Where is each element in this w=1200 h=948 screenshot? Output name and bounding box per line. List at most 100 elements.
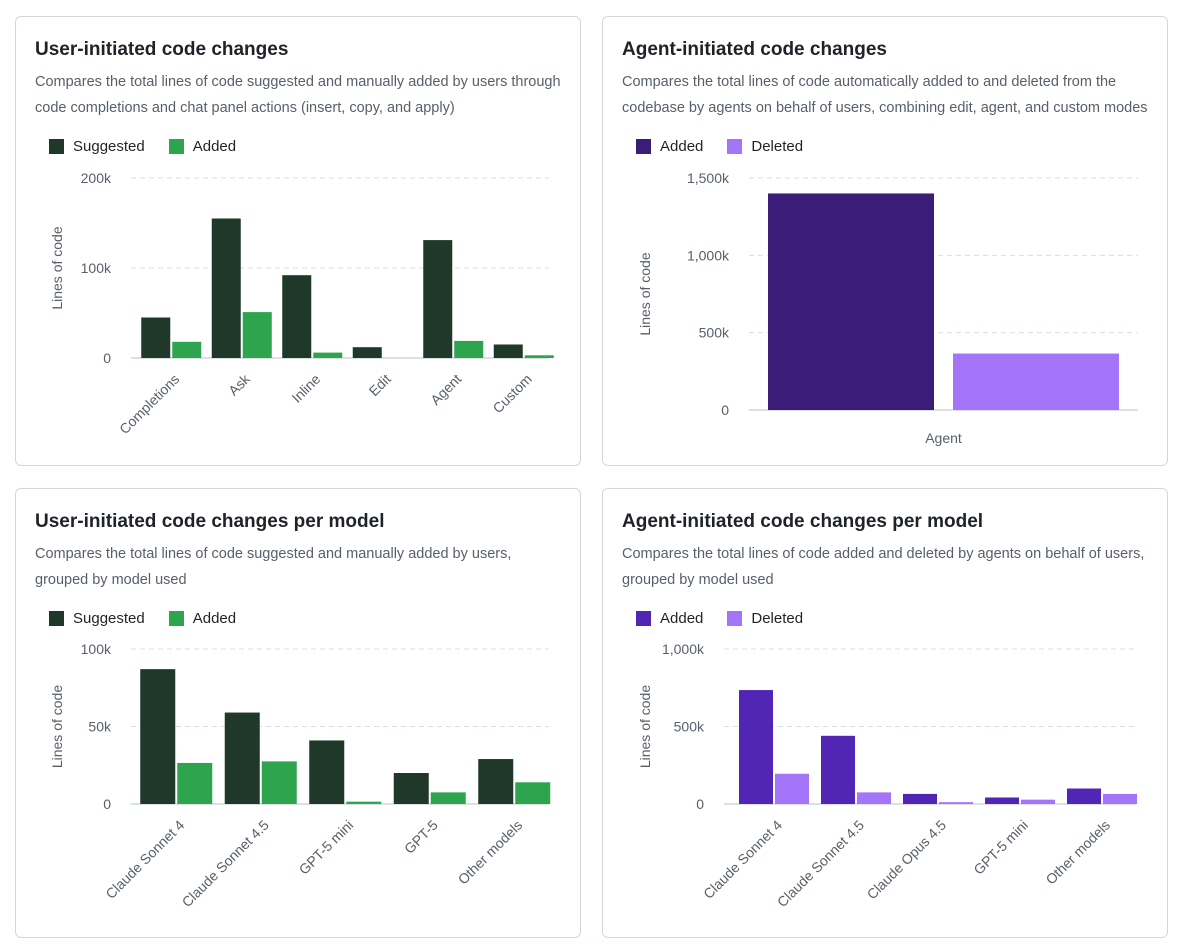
- card-title: User-initiated code changes per model: [35, 511, 385, 532]
- y-tick-label: 100k: [81, 260, 112, 276]
- legend-swatch: [727, 610, 743, 626]
- legend-label: Added: [192, 609, 237, 627]
- legend-swatch: [49, 138, 64, 154]
- y-tick-label: 1,000k: [662, 641, 705, 657]
- bar-added[interactable]: [821, 735, 855, 804]
- y-tick-label: 0: [721, 402, 729, 418]
- bar-suggested[interactable]: [478, 759, 514, 804]
- legend-item-added[interactable]: Added: [636, 610, 703, 627]
- legend-label: Deleted: [751, 137, 804, 155]
- bar-deleted[interactable]: [1021, 799, 1055, 804]
- x-tick-label: Other models: [1042, 817, 1113, 888]
- bar-deleted[interactable]: [857, 792, 891, 804]
- y-tick-label: 200k: [81, 170, 112, 186]
- legend-label: Suggested: [73, 609, 145, 627]
- bar-suggested[interactable]: [140, 669, 176, 804]
- legend-swatch: [168, 138, 184, 154]
- y-axis-label: Lines of code: [637, 252, 653, 335]
- legend-label: Added: [660, 137, 704, 155]
- bar-added[interactable]: [903, 793, 937, 804]
- card-description: Compares the total lines of code added a…: [622, 546, 1145, 588]
- legend-swatch: [727, 138, 743, 154]
- legend-item-deleted[interactable]: Deleted: [727, 610, 803, 627]
- legend-item-deleted[interactable]: Deleted: [727, 138, 803, 155]
- legend-label: Added: [660, 609, 704, 627]
- bar-suggested[interactable]: [224, 712, 260, 804]
- card-description: Compares the total lines of code suggest…: [35, 546, 512, 588]
- agent-initiated-code-changes-card: Agent-initiated code changes Compares th…: [602, 16, 1168, 466]
- chart-legend: Suggested Added: [49, 608, 260, 628]
- bar-suggested[interactable]: [493, 344, 523, 359]
- bar-added[interactable]: [454, 340, 484, 358]
- bar-added[interactable]: [242, 312, 272, 358]
- x-tick-label: GPT-5 mini: [970, 817, 1031, 878]
- y-tick-label: 500k: [699, 325, 730, 341]
- y-axis-label: Lines of code: [637, 685, 653, 768]
- x-tick-label: Inline: [288, 371, 323, 406]
- x-tick-label: Claude Sonnet 4: [102, 817, 187, 902]
- legend-item-added[interactable]: Added: [168, 609, 237, 627]
- x-tick-label: Claude Opus 4.5: [864, 817, 950, 903]
- bar-deleted[interactable]: [1103, 793, 1137, 804]
- x-tick-label: Custom: [489, 371, 534, 416]
- bar-added[interactable]: [1067, 788, 1101, 805]
- bar-added[interactable]: [985, 797, 1019, 804]
- bar-deleted[interactable]: [775, 773, 809, 804]
- bar-added[interactable]: [739, 690, 773, 804]
- card-title: User-initiated code changes: [35, 39, 289, 60]
- card-description: Compares the total lines of code automat…: [622, 74, 1148, 116]
- user-initiated-code-changes-card: User-initiated code changes Compares the…: [15, 16, 581, 466]
- x-tick-label: Completions: [116, 371, 182, 437]
- legend-swatch: [636, 610, 651, 626]
- chart-legend: Suggested Added: [49, 136, 260, 156]
- card-title: Agent-initiated code changes per model: [622, 511, 984, 532]
- x-tick-label: Edit: [365, 371, 393, 399]
- user-initiated-per-model-card: User-initiated code changes per model Co…: [15, 488, 581, 938]
- bar-suggested[interactable]: [211, 218, 241, 359]
- y-tick-label: 1,000k: [687, 247, 730, 263]
- bar-added[interactable]: [430, 792, 466, 804]
- chart-legend: Added Deleted: [636, 136, 827, 156]
- bar-added[interactable]: [313, 352, 343, 358]
- bar-suggested[interactable]: [309, 740, 345, 804]
- bar-suggested[interactable]: [423, 240, 453, 358]
- y-tick-label: 50k: [88, 719, 112, 735]
- bar-chart: 0 100k 200k Lines of code Completions Ask Inli…: [49, 170, 554, 437]
- bar-deleted[interactable]: [939, 802, 973, 804]
- bar-added[interactable]: [172, 341, 202, 358]
- bar-added[interactable]: [524, 355, 554, 358]
- y-tick-label: 0: [103, 796, 111, 812]
- bar-chart: 0 500k 1,000k 1,500k Lines of code Agent: [637, 170, 1138, 446]
- bar-added[interactable]: [261, 761, 297, 804]
- card-description: Compares the total lines of code suggest…: [35, 74, 561, 116]
- y-tick-label: 1,500k: [687, 170, 730, 186]
- agent-initiated-per-model-card: Agent-initiated code changes per model C…: [602, 488, 1168, 938]
- x-tick-label: GPT-5 mini: [296, 817, 357, 878]
- legend-label: Added: [192, 137, 237, 155]
- bar-suggested[interactable]: [282, 275, 312, 358]
- x-tick-label: Claude Sonnet 4.5: [774, 817, 867, 910]
- legend-swatch: [636, 138, 651, 154]
- bar-added[interactable]: [515, 782, 551, 804]
- x-tick-label: Claude Sonnet 4: [700, 817, 785, 902]
- bar-added[interactable]: [177, 762, 213, 804]
- legend-item-added[interactable]: Added: [636, 138, 703, 155]
- legend-label: Suggested: [73, 137, 145, 155]
- y-tick-label: 100k: [81, 641, 112, 657]
- bar-added[interactable]: [768, 193, 934, 410]
- bar-chart: 0 50k 100k Lines of code Claude Sonnet 4Clau…: [49, 641, 551, 910]
- y-tick-label: 0: [103, 350, 111, 366]
- bar-suggested[interactable]: [141, 317, 171, 359]
- bar-suggested[interactable]: [393, 773, 429, 804]
- bar-added[interactable]: [346, 801, 382, 804]
- y-tick-label: 0: [696, 796, 704, 812]
- y-axis-label: Lines of code: [49, 685, 65, 768]
- bar-suggested[interactable]: [352, 347, 382, 358]
- legend-item-suggested[interactable]: Suggested: [49, 138, 145, 155]
- legend-item-suggested[interactable]: Suggested: [49, 610, 145, 627]
- x-tick-label: Ask: [225, 370, 254, 399]
- bar-deleted[interactable]: [953, 353, 1119, 410]
- legend-item-added[interactable]: Added: [168, 137, 237, 155]
- x-tick-label: Agent: [925, 430, 962, 446]
